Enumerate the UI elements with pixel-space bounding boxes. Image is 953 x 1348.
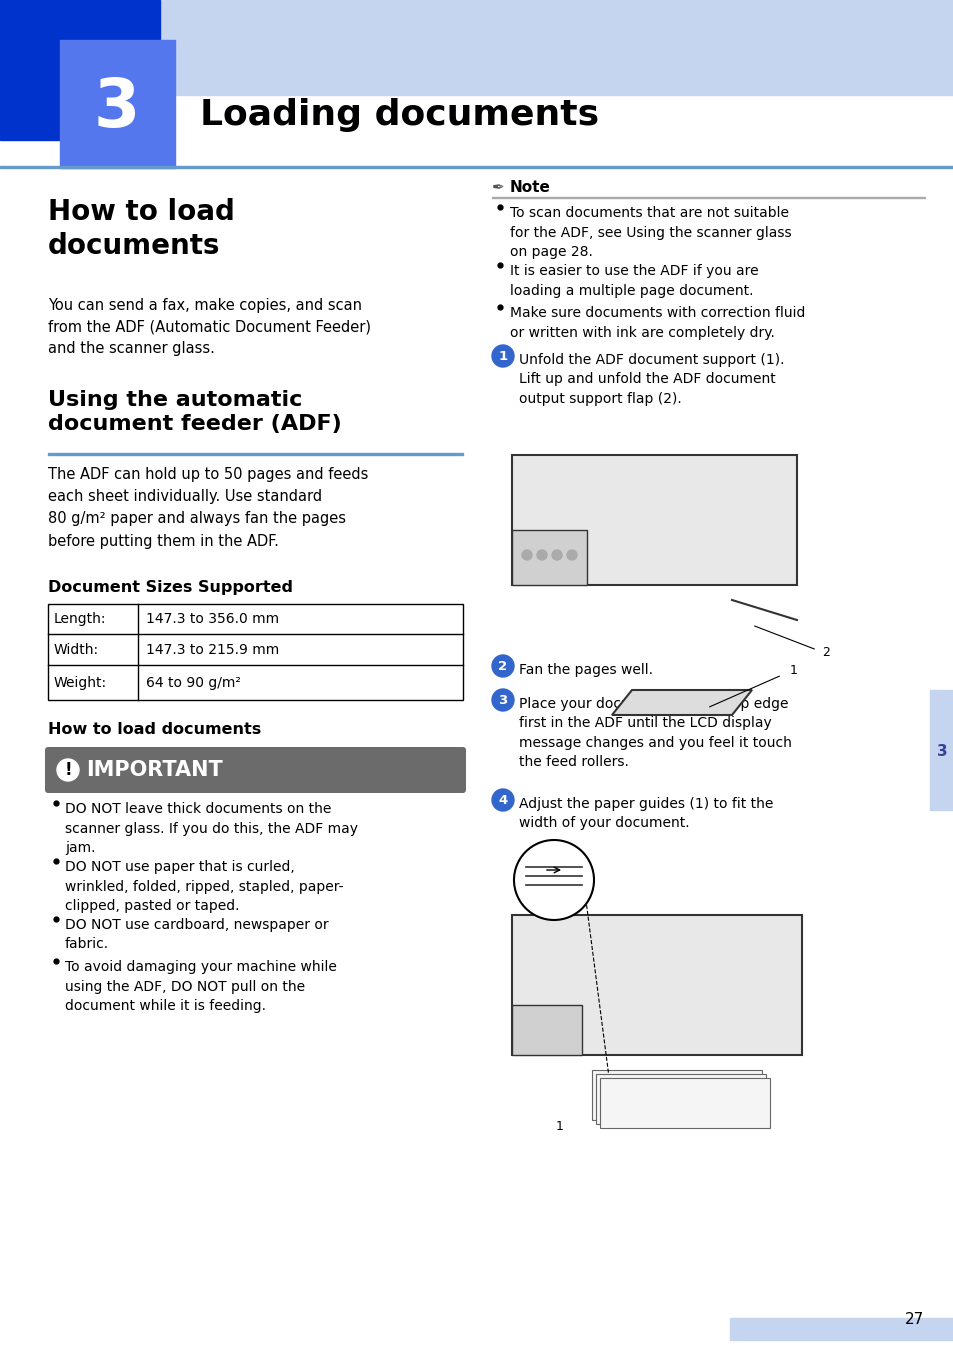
Text: You can send a fax, make copies, and scan
from the ADF (Automatic Document Feede: You can send a fax, make copies, and sca…: [48, 298, 371, 356]
Text: Unfold the ADF document support (1).
Lift up and unfold the ADF document
output : Unfold the ADF document support (1). Lif…: [518, 353, 783, 406]
Text: 3: 3: [936, 744, 946, 759]
Bar: [599, 1078, 769, 1128]
Text: How to load documents: How to load documents: [48, 723, 261, 737]
Bar: [48, 453, 462, 456]
Bar: [60, 40, 174, 168]
Bar: [512, 1006, 581, 1055]
Text: Loading documents: Loading documents: [200, 98, 598, 132]
Text: Using the automatic
document feeder (ADF): Using the automatic document feeder (ADF…: [48, 390, 341, 434]
Text: How to load
documents: How to load documents: [48, 198, 234, 260]
Text: !: !: [64, 762, 71, 779]
Text: 4: 4: [497, 794, 507, 806]
Circle shape: [514, 840, 594, 919]
Circle shape: [566, 550, 577, 559]
Text: 147.3 to 215.9 mm: 147.3 to 215.9 mm: [146, 643, 279, 656]
Bar: [48, 604, 462, 700]
Text: DO NOT use cardboard, newspaper or
fabric.: DO NOT use cardboard, newspaper or fabri…: [65, 918, 328, 952]
Bar: [596, 1074, 765, 1124]
Bar: [512, 530, 586, 585]
Text: The ADF can hold up to 50 pages and feeds
each sheet individually. Use standard
: The ADF can hold up to 50 pages and feed…: [48, 466, 368, 549]
Text: 1: 1: [789, 663, 797, 677]
Bar: [492, 197, 924, 198]
Text: Place your document face up top edge
first in the ADF until the LCD display
mess: Place your document face up top edge fir…: [518, 697, 791, 770]
Text: To scan documents that are not suitable
for the ADF, see Using the scanner glass: To scan documents that are not suitable …: [510, 206, 791, 259]
Text: 1: 1: [556, 1120, 563, 1134]
Bar: [0, 166, 953, 168]
Bar: [929, 690, 953, 810]
Circle shape: [492, 345, 514, 367]
Text: ✒: ✒: [492, 181, 504, 195]
Text: Adjust the paper guides (1) to fit the
width of your document.: Adjust the paper guides (1) to fit the w…: [518, 797, 773, 830]
Circle shape: [521, 550, 532, 559]
Circle shape: [492, 689, 514, 710]
Bar: [512, 915, 801, 1055]
Circle shape: [537, 550, 546, 559]
Text: Width:: Width:: [54, 643, 99, 656]
Circle shape: [57, 759, 79, 780]
FancyBboxPatch shape: [45, 747, 465, 793]
Text: 27: 27: [903, 1313, 923, 1328]
Text: Length:: Length:: [54, 612, 107, 625]
Text: DO NOT use paper that is curled,
wrinkled, folded, ripped, stapled, paper-
clipp: DO NOT use paper that is curled, wrinkle…: [65, 860, 343, 913]
Text: Fan the pages well.: Fan the pages well.: [518, 663, 652, 677]
Text: IMPORTANT: IMPORTANT: [86, 760, 222, 780]
Text: Document Sizes Supported: Document Sizes Supported: [48, 580, 293, 594]
Bar: [592, 1070, 761, 1120]
Polygon shape: [612, 690, 751, 714]
Text: It is easier to use the ADF if you are
loading a multiple page document.: It is easier to use the ADF if you are l…: [510, 264, 758, 298]
Circle shape: [552, 550, 561, 559]
Text: DO NOT leave thick documents on the
scanner glass. If you do this, the ADF may
j: DO NOT leave thick documents on the scan…: [65, 802, 357, 855]
Text: To avoid damaging your machine while
using the ADF, DO NOT pull on the
document : To avoid damaging your machine while usi…: [65, 960, 336, 1012]
Text: 2: 2: [497, 659, 507, 673]
Circle shape: [492, 789, 514, 811]
Bar: [0, 0, 160, 140]
Text: 2: 2: [821, 647, 829, 659]
Text: Make sure documents with correction fluid
or written with ink are completely dry: Make sure documents with correction flui…: [510, 306, 804, 340]
Bar: [0, 0, 953, 94]
Text: Weight:: Weight:: [54, 675, 107, 689]
Text: 3: 3: [93, 75, 140, 142]
Text: 64 to 90 g/m²: 64 to 90 g/m²: [146, 675, 240, 689]
Text: 1: 1: [497, 349, 507, 363]
Text: Note: Note: [510, 181, 550, 195]
Bar: [729, 1318, 953, 1340]
Bar: [512, 456, 796, 585]
Circle shape: [492, 655, 514, 677]
Text: 147.3 to 356.0 mm: 147.3 to 356.0 mm: [146, 612, 279, 625]
Text: 3: 3: [497, 693, 507, 706]
